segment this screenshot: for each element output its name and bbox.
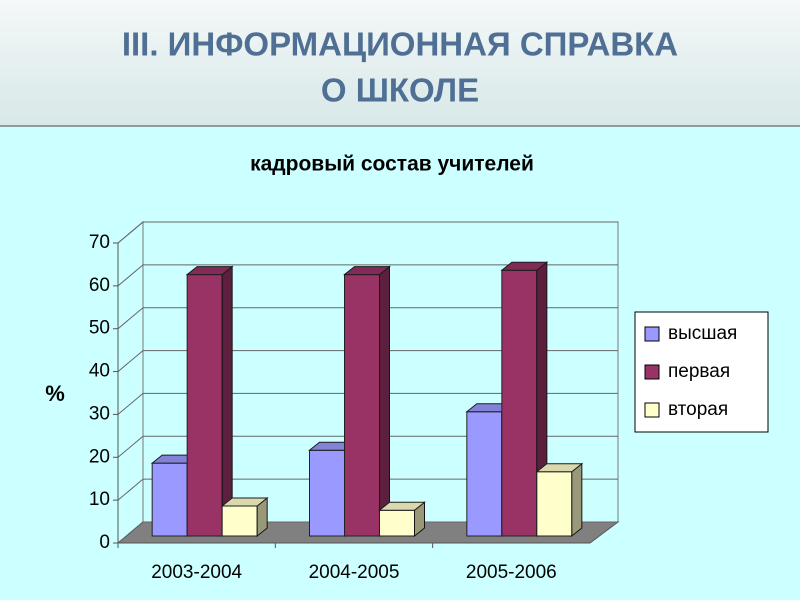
bar-front <box>344 274 380 537</box>
chart-title: кадровый состав учителей <box>250 153 534 176</box>
bar-front <box>186 274 223 537</box>
legend-swatch <box>644 326 660 342</box>
y-axis-label: % <box>45 381 65 406</box>
bar-top <box>500 261 549 271</box>
bar <box>343 265 391 538</box>
bar-side <box>221 265 233 538</box>
bar-front <box>466 411 503 537</box>
bar-top <box>343 266 391 276</box>
bar <box>378 501 426 538</box>
y-tick-label: 0 <box>99 532 110 553</box>
grid-line <box>117 350 618 372</box>
bar-front <box>379 509 415 537</box>
bar-top <box>220 497 269 507</box>
x-tick-label: 2005-2006 <box>466 562 557 583</box>
y-tick-label: 70 <box>89 232 110 253</box>
bar <box>220 496 269 538</box>
y-tick-label: 20 <box>89 446 110 467</box>
x-tick-label: 2004-2005 <box>309 562 400 583</box>
y-tick-label: 10 <box>89 489 110 510</box>
grid-line <box>117 221 618 244</box>
slide-title: О ШКОЛЕ <box>321 72 479 109</box>
grid-line <box>117 264 618 287</box>
y-tick-label: 60 <box>89 275 110 296</box>
bar <box>535 462 584 538</box>
y-tick-label: 50 <box>89 318 110 339</box>
legend-label: первая <box>668 361 730 382</box>
grid-line <box>117 392 618 415</box>
bar <box>500 261 549 538</box>
bar-side <box>379 265 390 538</box>
legend-swatch <box>644 364 660 380</box>
bar <box>185 265 234 538</box>
bar-side <box>571 462 583 538</box>
grid-line <box>117 307 618 330</box>
bar-front <box>536 471 573 537</box>
x-tick-label: 2003-2004 <box>151 562 242 583</box>
header-band <box>0 0 800 125</box>
legend-swatch <box>644 402 660 418</box>
grid-line <box>117 521 618 544</box>
bar-front <box>309 449 345 537</box>
bar-top <box>535 463 584 473</box>
grid-line <box>117 478 618 501</box>
y-tick-label: 30 <box>89 403 110 424</box>
slide-title: III. ИНФОРМАЦИОННАЯ СПРАВКА <box>122 26 678 63</box>
grid-line <box>117 435 618 458</box>
bar-front <box>501 269 538 537</box>
bar-front <box>221 505 258 537</box>
legend-label: вторая <box>668 399 728 420</box>
bar-top <box>185 266 234 276</box>
bar-top <box>378 501 426 511</box>
y-tick-label: 40 <box>89 361 110 382</box>
bar-front <box>151 462 188 537</box>
legend-label: высшая <box>668 323 737 344</box>
